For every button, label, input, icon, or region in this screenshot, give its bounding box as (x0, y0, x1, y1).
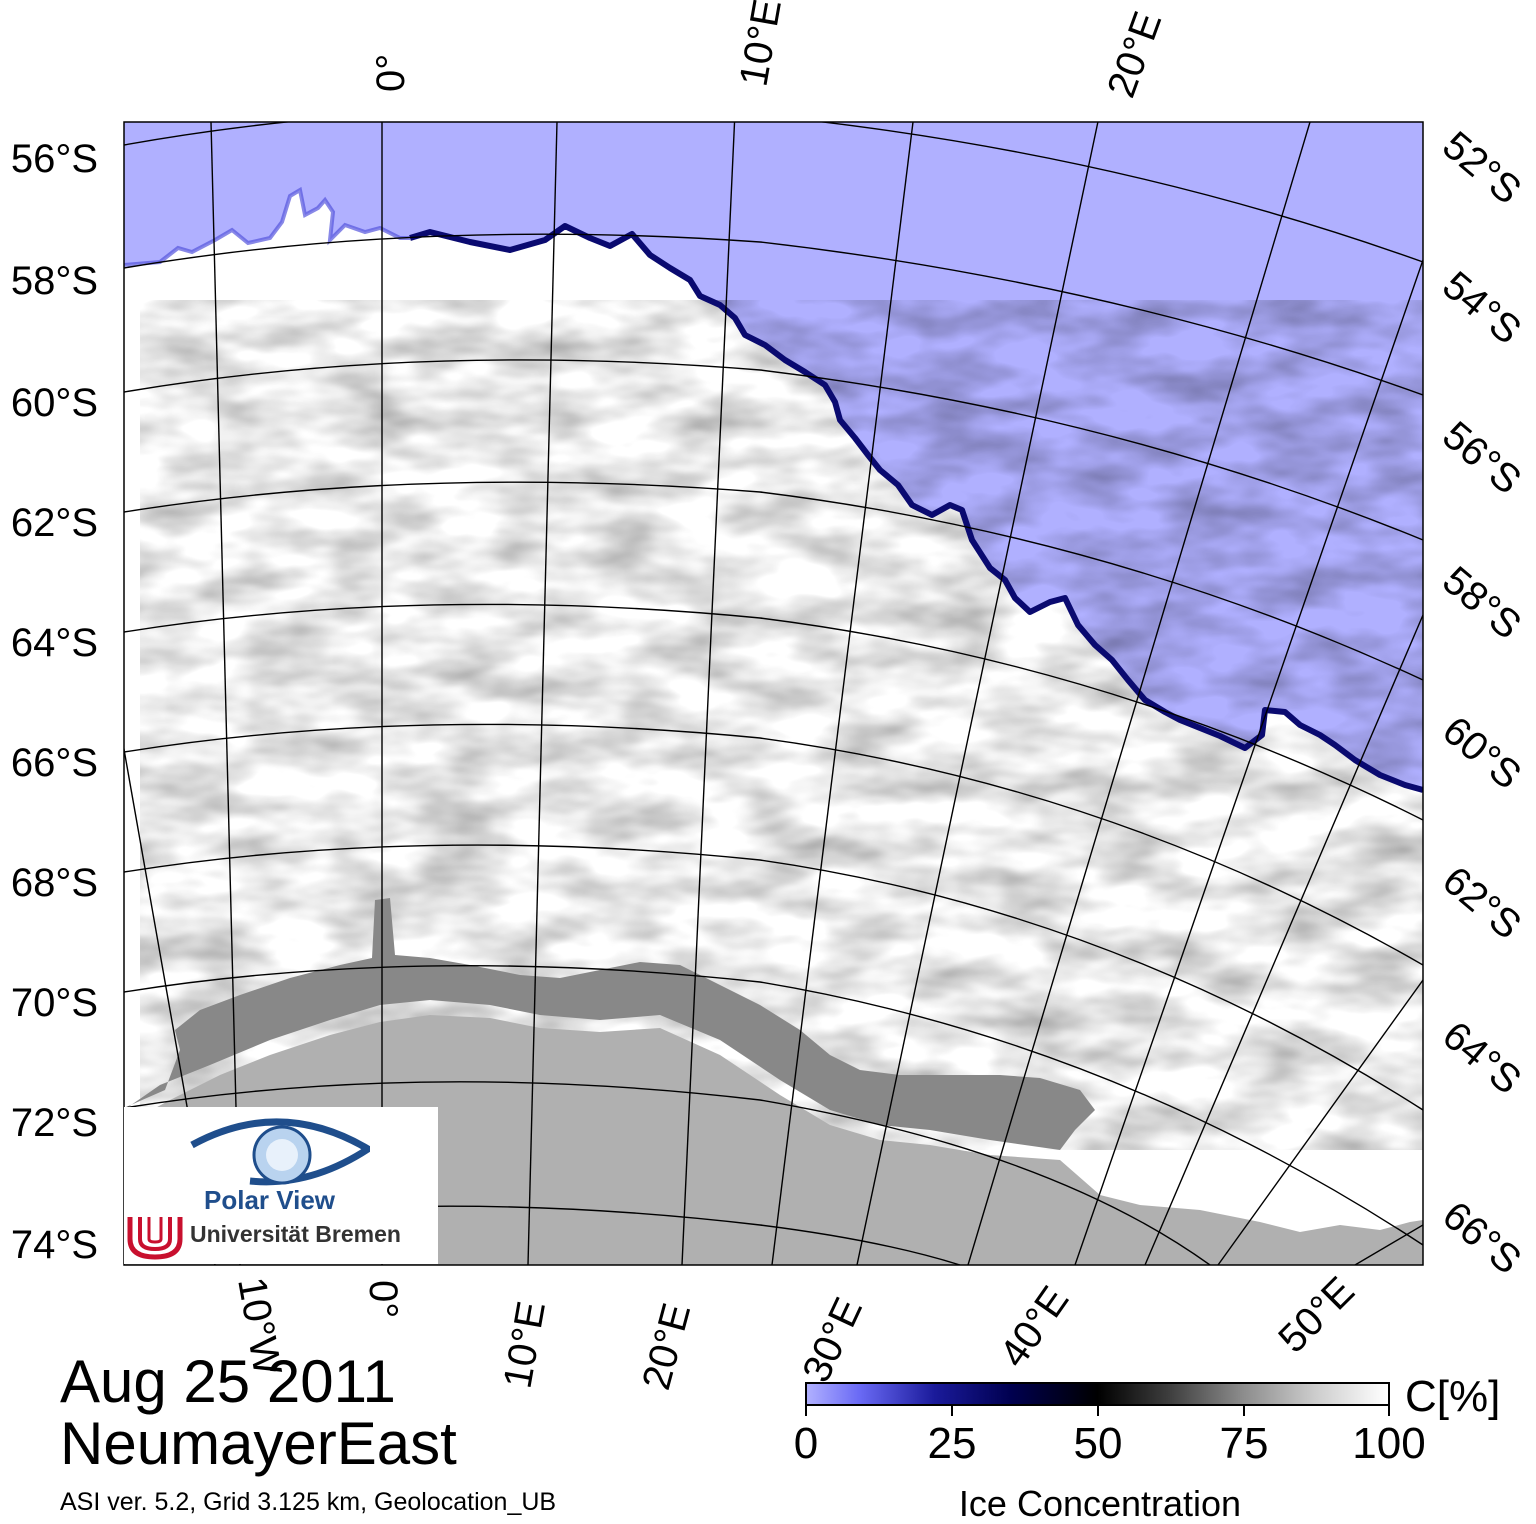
lon-label-20e-top: 20°E (1099, 6, 1170, 103)
lat-label-66s-right: 66°S (1434, 1193, 1529, 1283)
colorbar-label-50: 50 (1073, 1419, 1123, 1468)
colorbar-unit: C[%] (1405, 1372, 1501, 1421)
lat-label-58s-left: 58°S (11, 259, 98, 303)
top-longitude-labels: 0° 10°E 20°E (369, 0, 1170, 103)
lon-label-20e-bottom: 20°E (634, 1299, 699, 1395)
lat-label-52s-right: 52°S (1434, 123, 1529, 213)
lon-label-10e-top: 10°E (732, 0, 790, 90)
map-frame (123, 121, 1424, 1266)
map-date-title: Aug 25 2011 (60, 1348, 396, 1415)
map-region-title: NeumayerEast (60, 1410, 457, 1477)
lat-label-60s-right: 60°S (1434, 708, 1529, 798)
lon-label-0-bottom: 0° (361, 1280, 405, 1318)
lon-label-40e-bottom: 40°E (991, 1279, 1077, 1376)
colorbar-label-25: 25 (927, 1419, 977, 1468)
lat-label-70s-left: 70°S (11, 981, 98, 1025)
lat-label-72s-left: 72°S (11, 1101, 98, 1145)
colorbar-tick (951, 1406, 953, 1416)
lat-label-62s-right: 62°S (1434, 858, 1529, 948)
lat-label-68s-left: 68°S (11, 861, 98, 905)
logo-product-name: Polar View (204, 1185, 336, 1215)
lat-label-58s-right: 58°S (1434, 558, 1529, 648)
ice-concentration-colorbar (805, 1382, 1390, 1406)
right-latitude-labels: 52°S 54°S 56°S 58°S 60°S 62°S 64°S 66°S (1434, 123, 1529, 1283)
lat-label-56s-right: 56°S (1434, 413, 1529, 503)
lat-label-74s-left: 74°S (11, 1223, 98, 1267)
lon-label-50e-bottom: 50°E (1270, 1269, 1363, 1362)
colorbar-tick (805, 1406, 807, 1416)
colorbar-label-0: 0 (793, 1419, 819, 1468)
colorbar-tick (1097, 1406, 1099, 1416)
processing-footnote: ASI ver. 5.2, Grid 3.125 km, Geolocation… (60, 1488, 557, 1516)
lon-label-10e-bottom: 10°E (496, 1298, 554, 1391)
lat-label-64s-right: 64°S (1434, 1013, 1529, 1103)
lat-label-64s-left: 64°S (11, 621, 98, 665)
lon-label-0-top: 0° (369, 54, 413, 92)
logo-institution-name: Universität Bremen (190, 1221, 401, 1247)
colorbar-title: Ice Concentration (958, 1483, 1242, 1524)
lat-label-60s-left: 60°S (11, 381, 98, 425)
lon-label-30e-bottom: 30°E (794, 1291, 871, 1389)
land-area (124, 1015, 1423, 1265)
ice-shelf (124, 898, 1095, 1150)
polar-view-logo: Polar View Universität Bremen (124, 1107, 438, 1264)
lat-label-54s-right: 54°S (1434, 263, 1529, 353)
colorbar-tick (1243, 1406, 1245, 1416)
colorbar-label-75: 75 (1219, 1419, 1269, 1468)
left-latitude-labels: 56°S 58°S 60°S 62°S 64°S 66°S 68°S 70°S … (11, 137, 98, 1267)
eye-icon (190, 1118, 370, 1186)
colorbar-label-100: 100 (1352, 1419, 1426, 1468)
university-seal-icon (127, 1217, 183, 1260)
colorbar-tick (1388, 1406, 1390, 1416)
lat-label-56s-left: 56°S (11, 137, 98, 181)
lat-label-62s-left: 62°S (11, 501, 98, 545)
lat-label-66s-left: 66°S (11, 741, 98, 785)
bottom-longitude-labels: 10°W 0° 10°E 20°E 30°E 40°E 50°E (229, 1269, 1363, 1395)
ice-texture (140, 300, 1423, 1150)
